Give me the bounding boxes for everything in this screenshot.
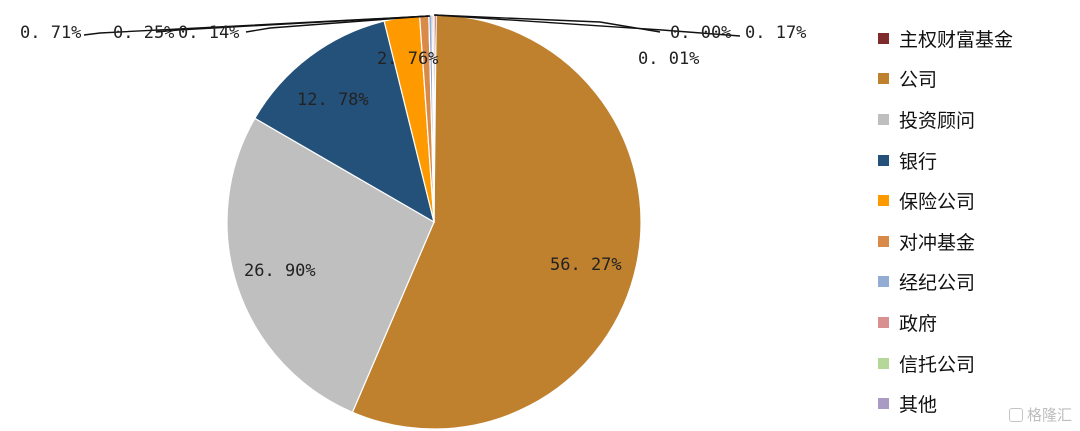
slice-label-sovereign: 0. 17% — [745, 23, 806, 43]
legend-swatch — [878, 195, 889, 207]
legend-swatch — [878, 398, 889, 410]
slice-label-other: 0. 00% — [670, 23, 731, 43]
legend-item-government: 政府 — [878, 302, 1068, 343]
pie-slice — [226, 117, 435, 414]
legend-item-company: 公司 — [878, 59, 1068, 100]
slice-label-government: 0. 14% — [178, 23, 239, 43]
legend-swatch — [878, 235, 889, 247]
legend-label: 其他 — [899, 394, 938, 417]
watermark-logo-icon — [1008, 407, 1023, 422]
watermark-text: 格隆汇 — [1026, 406, 1072, 424]
slice-label-broker: 0. 25% — [113, 23, 174, 43]
slice-label-advisor: 26. 90% — [244, 261, 316, 281]
slice-label-hedge: 0. 71% — [20, 23, 81, 43]
pie-slice — [351, 14, 642, 430]
legend-label: 投资顾问 — [899, 109, 976, 132]
legend-item-sovereign-fund: 主权财富基金 — [878, 18, 1068, 59]
legend-item-other: 其他 — [878, 383, 1068, 424]
legend-label: 对冲基金 — [899, 231, 976, 254]
legend-label: 经纪公司 — [899, 272, 976, 295]
legend-item-insurance: 保险公司 — [878, 180, 1068, 221]
legend-label: 政府 — [899, 312, 938, 335]
watermark: 格隆汇 — [1008, 404, 1072, 425]
slice-label-bank: 12. 78% — [297, 90, 369, 110]
pie-slice — [254, 20, 435, 224]
legend-item-bank: 银行 — [878, 140, 1068, 181]
legend-label: 主权财富基金 — [899, 28, 1014, 51]
leader-lines — [83, 14, 741, 37]
leader-line — [83, 15, 431, 36]
legend-label: 保险公司 — [899, 191, 976, 214]
legend: 主权财富基金 公司 投资顾问 银行 保险公司 对冲基金 经纪公司 政府 信托公司… — [878, 18, 1068, 424]
legend-swatch — [878, 32, 889, 44]
legend-swatch — [878, 73, 889, 85]
slice-label-company: 56. 27% — [550, 255, 622, 275]
leader-line — [434, 14, 741, 37]
legend-item-investment-advisor: 投资顾问 — [878, 99, 1068, 140]
legend-label: 信托公司 — [899, 353, 976, 376]
legend-label: 银行 — [899, 150, 938, 173]
legend-item-broker: 经纪公司 — [878, 262, 1068, 303]
leader-line — [433, 14, 661, 33]
legend-swatch — [878, 357, 889, 369]
legend-label: 公司 — [899, 69, 938, 92]
legend-swatch — [878, 316, 889, 328]
legend-swatch — [878, 276, 889, 288]
legend-item-trust: 信托公司 — [878, 343, 1068, 384]
legend-swatch — [878, 154, 889, 166]
pie-slices — [226, 14, 642, 430]
legend-item-hedge-fund: 对冲基金 — [878, 221, 1068, 262]
legend-swatch — [878, 113, 889, 125]
slice-label-trust: 0. 01% — [638, 49, 699, 69]
leader-line — [245, 15, 429, 33]
slice-label-insurance: 2. 76% — [377, 49, 438, 69]
